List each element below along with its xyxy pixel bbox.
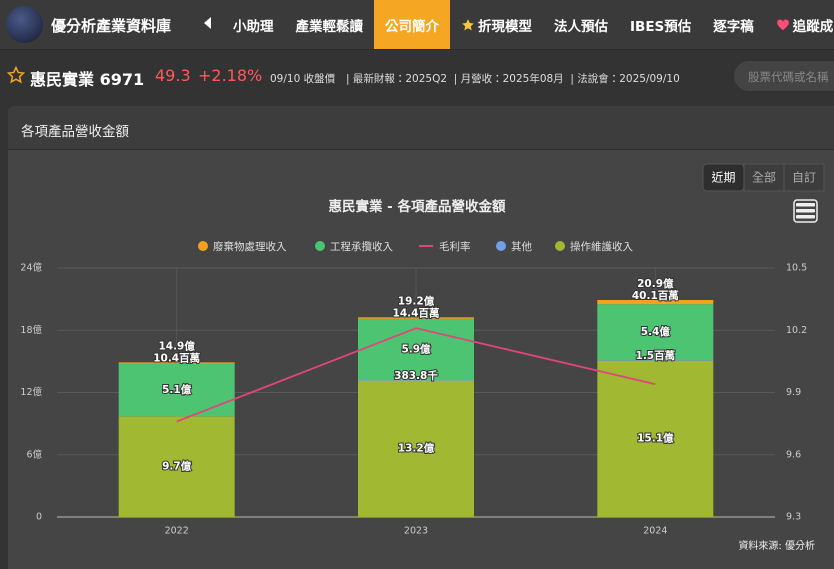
nav-item-label: 產業輕鬆讀 xyxy=(295,18,364,35)
data-label: 14.4百萬 xyxy=(393,306,440,319)
y2-tick-label: 9.9 xyxy=(786,387,801,398)
bar-segment xyxy=(358,380,474,381)
data-label: 13.2億 xyxy=(398,442,435,455)
nav-item[interactable]: 公司簡介 xyxy=(374,0,450,49)
total-label: 20.9億 xyxy=(637,277,674,290)
x-tick-label: 2024 xyxy=(643,526,667,537)
bar-segment xyxy=(358,317,474,319)
y-tick-label: 6億 xyxy=(26,448,42,460)
legend-label[interactable]: 廢棄物處理收入 xyxy=(213,240,287,253)
bar-segment xyxy=(358,380,474,517)
range-button-label[interactable]: 全部 xyxy=(752,170,776,185)
y-tick-label: 12億 xyxy=(20,386,42,398)
legend-swatch[interactable] xyxy=(496,241,506,251)
nav-item[interactable]: 追蹤成 xyxy=(765,0,834,49)
range-button-label[interactable]: 近期 xyxy=(711,171,735,185)
top-nav: 優分析產業資料庫 小助理 產業輕鬆讀 公司簡介 折現模型 法人預估 IBES預估 逐字稿 追蹤… xyxy=(0,0,834,50)
heart-icon xyxy=(776,18,789,30)
nav-menu: 小助理 產業輕鬆讀 公司簡介 折現模型 法人預估 IBES預估 逐字稿 追蹤成 xyxy=(222,0,834,49)
menu-frame xyxy=(793,199,818,223)
y2-tick-label: 10.2 xyxy=(786,325,807,336)
stock-change: +2.18% xyxy=(198,66,263,85)
y-tick-label: 0 xyxy=(36,512,42,523)
range-button-label[interactable]: 自訂 xyxy=(792,170,816,185)
panel-header: 各項產品營收金額 xyxy=(8,106,834,150)
search-input[interactable]: 股票代碼或名稱 xyxy=(734,61,834,91)
bar-segment xyxy=(118,416,235,517)
total-label: 14.9億 xyxy=(158,339,195,352)
x-tick-label: 2022 xyxy=(165,526,189,537)
legend-swatch[interactable] xyxy=(198,241,208,251)
nav-item-label: 逐字稿 xyxy=(713,18,754,35)
data-label: 383.8千 xyxy=(394,369,438,382)
data-label: 5.1億 xyxy=(162,383,192,396)
range-button[interactable] xyxy=(743,163,785,192)
source-note: 資料來源: 優分析 xyxy=(738,539,815,552)
nav-item-label: 小助理 xyxy=(233,18,274,35)
chart-menu-button[interactable] xyxy=(793,199,818,223)
y2-tick-label: 10.5 xyxy=(786,263,807,274)
logo[interactable] xyxy=(6,6,43,43)
y-tick-label: 24億 xyxy=(20,262,42,274)
legend-label[interactable]: 毛利率 xyxy=(439,240,471,253)
bar-segment xyxy=(597,304,714,361)
menu-bar xyxy=(796,209,815,213)
nav-item[interactable]: 小助理 xyxy=(222,0,285,49)
nav-item-label: 法人預估 xyxy=(554,18,608,35)
nav-item-label: 追蹤成 xyxy=(792,18,834,35)
bar-segment xyxy=(597,360,714,517)
nav-item[interactable]: 法人預估 xyxy=(543,0,619,49)
legend-label[interactable]: 工程承攬收入 xyxy=(330,240,393,253)
panel-title: 各項產品營收金額 xyxy=(21,124,129,140)
menu-bar xyxy=(796,203,815,207)
line-series xyxy=(176,327,656,423)
menu-bar xyxy=(796,215,815,219)
legend-label[interactable]: 其他 xyxy=(511,240,532,253)
nav-item-label: 公司簡介 xyxy=(385,18,439,35)
nav-item[interactable]: 折現模型 xyxy=(450,0,543,49)
nav-item[interactable]: 產業輕鬆讀 xyxy=(285,0,375,49)
bar-segment xyxy=(118,363,235,417)
nav-scroll-left[interactable] xyxy=(204,17,211,29)
y2-tick-label: 9.3 xyxy=(786,512,801,523)
legend-label[interactable]: 操作維護收入 xyxy=(570,240,633,253)
stock-price: 49.3 xyxy=(155,66,191,85)
data-label: 1.5百萬 xyxy=(636,349,676,362)
nav-item-label: 折現模型 xyxy=(478,18,532,35)
y-tick-label: 18億 xyxy=(20,324,42,336)
data-label: 15.1億 xyxy=(637,432,674,445)
bar-segment xyxy=(597,299,714,305)
nav-item[interactable]: 逐字稿 xyxy=(702,0,765,49)
data-label: 10.4百萬 xyxy=(153,351,200,364)
nav-item[interactable]: IBES預估 xyxy=(619,0,702,49)
data-label: 5.9億 xyxy=(401,342,431,355)
legend-swatch[interactable] xyxy=(555,241,565,251)
total-label: 19.2億 xyxy=(398,294,435,307)
chart-title: 惠民實業 - 各項產品營收金額 xyxy=(328,198,506,215)
range-button[interactable] xyxy=(783,163,825,192)
brand[interactable]: 優分析產業資料庫 xyxy=(51,17,172,35)
data-label: 5.4億 xyxy=(641,325,671,338)
stock-name: 惠民實業 6971 xyxy=(30,70,145,89)
legend-swatch[interactable] xyxy=(315,241,325,251)
bar-segment xyxy=(118,362,235,364)
y2-tick-label: 9.6 xyxy=(786,449,801,460)
price-date: 09/10 收盤價 xyxy=(270,73,336,85)
data-label: 40.1百萬 xyxy=(632,289,679,302)
stock-info: | 最新財報：2025Q2 | 月營收：2025年08月 | 法說會：2025/… xyxy=(346,73,680,85)
nav-item-label: IBES預估 xyxy=(630,18,692,35)
bar-segment xyxy=(597,360,714,361)
star-icon xyxy=(462,18,474,30)
x-tick-label: 2023 xyxy=(404,526,428,537)
bars xyxy=(118,268,714,517)
data-label: 9.7億 xyxy=(162,460,192,473)
favorite-star[interactable] xyxy=(7,66,25,84)
